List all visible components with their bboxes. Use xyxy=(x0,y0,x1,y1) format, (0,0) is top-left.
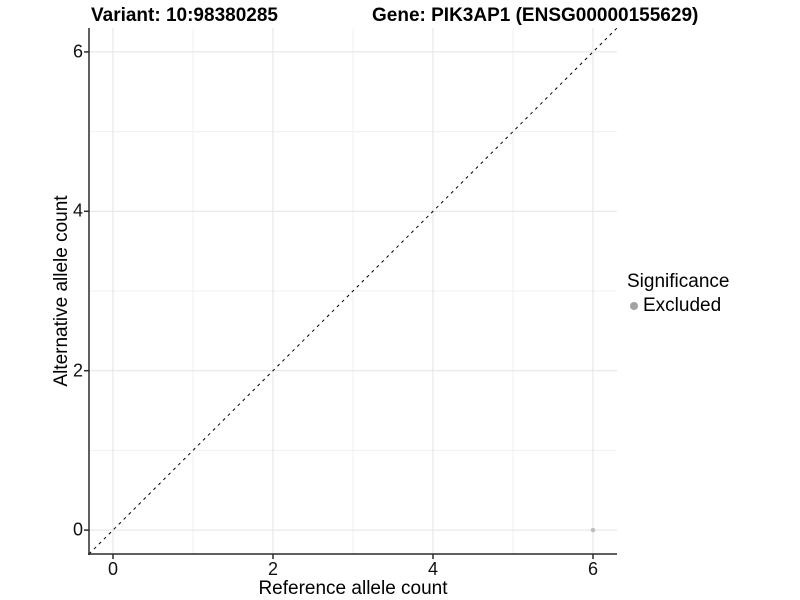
y-tick-label: 2 xyxy=(72,360,83,381)
legend-title: Significance xyxy=(627,271,730,292)
legend-point-icon xyxy=(630,302,638,310)
legend-items: Excluded xyxy=(627,295,729,317)
x-tick-label: 6 xyxy=(587,559,599,579)
x-tick-label: 0 xyxy=(107,559,119,579)
y-axis-title: Alternative allele count xyxy=(51,195,72,387)
identity-dashed-line xyxy=(88,27,618,555)
legend-item: Excluded xyxy=(630,295,729,317)
data-point xyxy=(590,527,596,533)
variant-title: Variant: 10:98380285 xyxy=(91,5,278,26)
y-tick-label: 6 xyxy=(72,41,83,62)
x-tick-label: 4 xyxy=(427,559,439,579)
gene-title: Gene: PIK3AP1 (ENSG00000155629) xyxy=(372,5,699,26)
y-tick-label: 4 xyxy=(72,200,83,221)
y-tick-label: 0 xyxy=(72,519,83,540)
x-tick-label: 2 xyxy=(267,559,279,579)
x-axis-title: Reference allele count xyxy=(258,578,448,599)
legend-label: Excluded xyxy=(643,295,722,316)
legend: Significance Excluded xyxy=(627,271,729,317)
